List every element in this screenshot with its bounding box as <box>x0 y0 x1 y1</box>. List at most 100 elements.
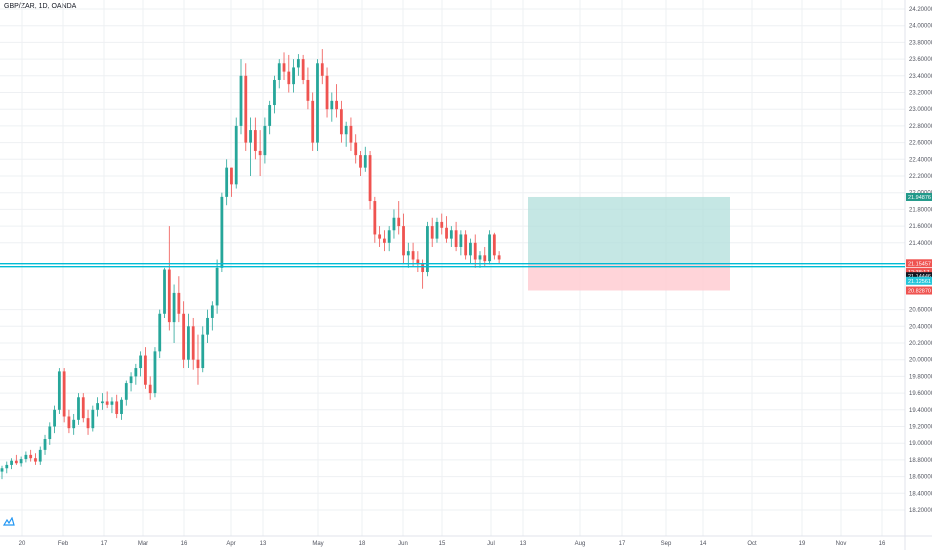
candle-body <box>48 426 52 440</box>
candle-body <box>330 100 334 110</box>
candle-body <box>301 59 305 80</box>
candle-body <box>19 459 23 464</box>
price-tag-label: 21.94876 <box>908 195 931 201</box>
candle-body <box>402 226 405 256</box>
tradingview-logo-icon[interactable] <box>3 517 15 527</box>
candle-body <box>220 196 224 268</box>
x-tick-label: Apr <box>226 541 235 547</box>
candle-body <box>144 355 147 385</box>
candle-body <box>110 401 114 405</box>
y-tick-label: 23.60000 <box>909 57 932 63</box>
candle-body <box>196 359 200 369</box>
candle-body <box>311 100 315 143</box>
candle-body <box>105 401 109 405</box>
candle-body <box>349 125 353 143</box>
candle-body <box>296 59 300 68</box>
price-tag <box>906 276 932 285</box>
candle-body <box>191 326 195 360</box>
y-tick-label: 19.00000 <box>909 441 932 447</box>
y-tick-label: 18.20000 <box>909 508 932 514</box>
y-tick-label: 21.60000 <box>909 224 932 230</box>
candle-body <box>14 460 18 464</box>
x-tick-label: 19 <box>799 541 806 547</box>
y-tick-label: 19.40000 <box>909 408 932 414</box>
candle-body <box>201 334 205 369</box>
candle-body <box>497 255 501 260</box>
x-tick-label: Jun <box>398 541 408 547</box>
price-tag-label: 20.82870 <box>908 289 931 295</box>
y-tick-label: 22.20000 <box>909 174 932 180</box>
y-tick-label: 19.80000 <box>909 374 932 380</box>
candle-body <box>139 355 143 369</box>
candle-body <box>34 458 37 462</box>
x-tick-label: 13 <box>260 541 267 547</box>
x-tick-label: May <box>312 541 323 547</box>
candle-body <box>373 201 377 235</box>
candle-body <box>0 468 4 472</box>
candle-body <box>91 409 95 429</box>
candle-body <box>411 251 415 260</box>
y-tick-label: 23.00000 <box>909 107 932 113</box>
x-tick-label: 15 <box>439 541 446 547</box>
candle-body <box>339 109 343 135</box>
x-tick-label: 16 <box>181 541 188 547</box>
x-tick-label: 16 <box>879 541 886 547</box>
candle-body <box>148 384 152 394</box>
target-zone[interactable] <box>528 196 730 264</box>
candle-body <box>268 105 272 126</box>
y-tick-label: 18.60000 <box>909 475 932 481</box>
candle-body <box>306 79 310 101</box>
candle-body <box>483 255 487 262</box>
candle-body <box>273 79 276 106</box>
y-tick-label: 18.40000 <box>909 491 932 497</box>
candle-body <box>24 454 28 460</box>
candle-body <box>29 454 33 459</box>
candle-body <box>129 376 133 384</box>
candle-body <box>244 75 248 143</box>
candle-body <box>206 317 209 335</box>
candle-body <box>449 230 453 239</box>
x-tick-label: Aug <box>575 541 586 547</box>
candle-body <box>253 130 257 151</box>
price-tag <box>906 272 932 281</box>
candle-body <box>430 226 434 239</box>
candle-body <box>263 125 267 156</box>
candle-body <box>86 418 90 429</box>
candle-body <box>464 234 468 256</box>
candle-body <box>38 449 42 462</box>
y-tick-label: 20.00000 <box>909 358 932 364</box>
candle-body <box>416 259 420 264</box>
candle-body <box>5 464 9 469</box>
price-tag <box>906 192 932 201</box>
y-tick-label: 23.20000 <box>909 91 932 97</box>
candle-body <box>435 221 439 239</box>
price-tag <box>906 286 932 295</box>
candle-body <box>258 150 262 156</box>
y-tick-label: 22.40000 <box>909 157 932 163</box>
y-tick-label: 23.80000 <box>909 40 932 46</box>
price-tag <box>906 259 932 268</box>
candle-body <box>368 155 372 202</box>
candle-body <box>210 305 214 318</box>
candle-body <box>492 234 496 256</box>
candle-body <box>320 63 324 76</box>
candle-body <box>67 416 71 429</box>
candle-body <box>363 155 367 168</box>
candle-body <box>406 251 410 256</box>
y-tick-label: 21.80000 <box>909 207 932 213</box>
x-tick-label: 17 <box>619 541 626 547</box>
x-tick-label: Feb <box>58 541 69 547</box>
candle-body <box>100 401 104 404</box>
candle-body <box>134 368 138 377</box>
price-tag <box>906 268 932 277</box>
stop-zone[interactable] <box>528 263 730 291</box>
x-tick-label: Oct <box>747 541 757 547</box>
candle-body <box>325 75 329 110</box>
candle-body <box>397 217 401 227</box>
y-tick-label: 20.60000 <box>909 308 932 314</box>
candle-body <box>72 419 76 429</box>
y-tick-label: 22.60000 <box>909 141 932 147</box>
candle-body <box>440 221 444 228</box>
candle-body <box>354 142 358 156</box>
